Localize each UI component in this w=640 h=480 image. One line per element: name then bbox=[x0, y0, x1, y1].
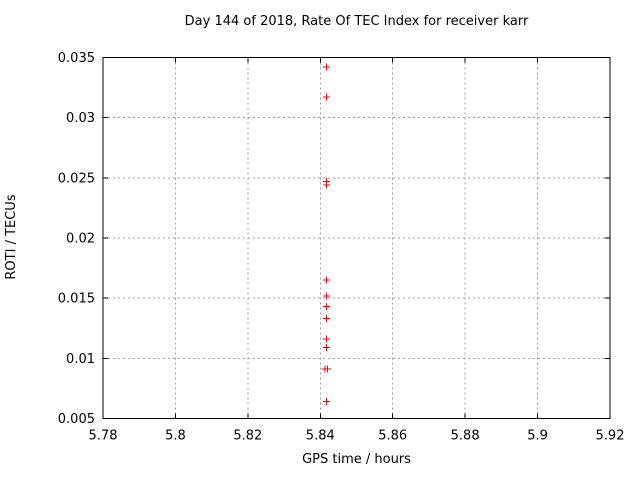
y-tick-label: 0.005 bbox=[58, 412, 95, 427]
data-point-marker bbox=[322, 344, 330, 352]
y-tick-label: 0.02 bbox=[66, 232, 95, 247]
x-tick-label: 5.88 bbox=[451, 429, 480, 444]
data-point-marker bbox=[322, 181, 330, 189]
y-tick-label: 0.015 bbox=[58, 292, 95, 307]
data-point-marker bbox=[322, 398, 330, 406]
data-point-marker bbox=[322, 93, 330, 101]
x-tick-label: 5.78 bbox=[89, 429, 118, 444]
x-axis-title: GPS time / hours bbox=[302, 452, 411, 467]
y-tick-label: 0.03 bbox=[66, 111, 95, 126]
chart-title: Day 144 of 2018, Rate Of TEC Index for r… bbox=[184, 14, 529, 29]
x-tick-label: 5.9 bbox=[527, 429, 548, 444]
data-point-marker bbox=[322, 303, 330, 311]
data-point-marker bbox=[324, 365, 332, 373]
data-point-marker bbox=[322, 276, 330, 284]
data-point-marker bbox=[322, 63, 330, 71]
y-tick-label: 0.01 bbox=[66, 352, 95, 367]
x-tick-label: 5.92 bbox=[596, 429, 625, 444]
data-point-marker bbox=[322, 335, 330, 343]
y-tick-label: 0.035 bbox=[58, 51, 95, 66]
data-point-marker bbox=[322, 292, 330, 300]
data-point-marker bbox=[322, 315, 330, 323]
y-axis-title: ROTI / TECUs bbox=[4, 194, 19, 280]
x-tick-label: 5.82 bbox=[233, 429, 262, 444]
y-tick-label: 0.025 bbox=[58, 171, 95, 186]
x-tick-label: 5.84 bbox=[306, 429, 335, 444]
x-tick-label: 5.8 bbox=[165, 429, 186, 444]
x-tick-label: 5.86 bbox=[378, 429, 407, 444]
